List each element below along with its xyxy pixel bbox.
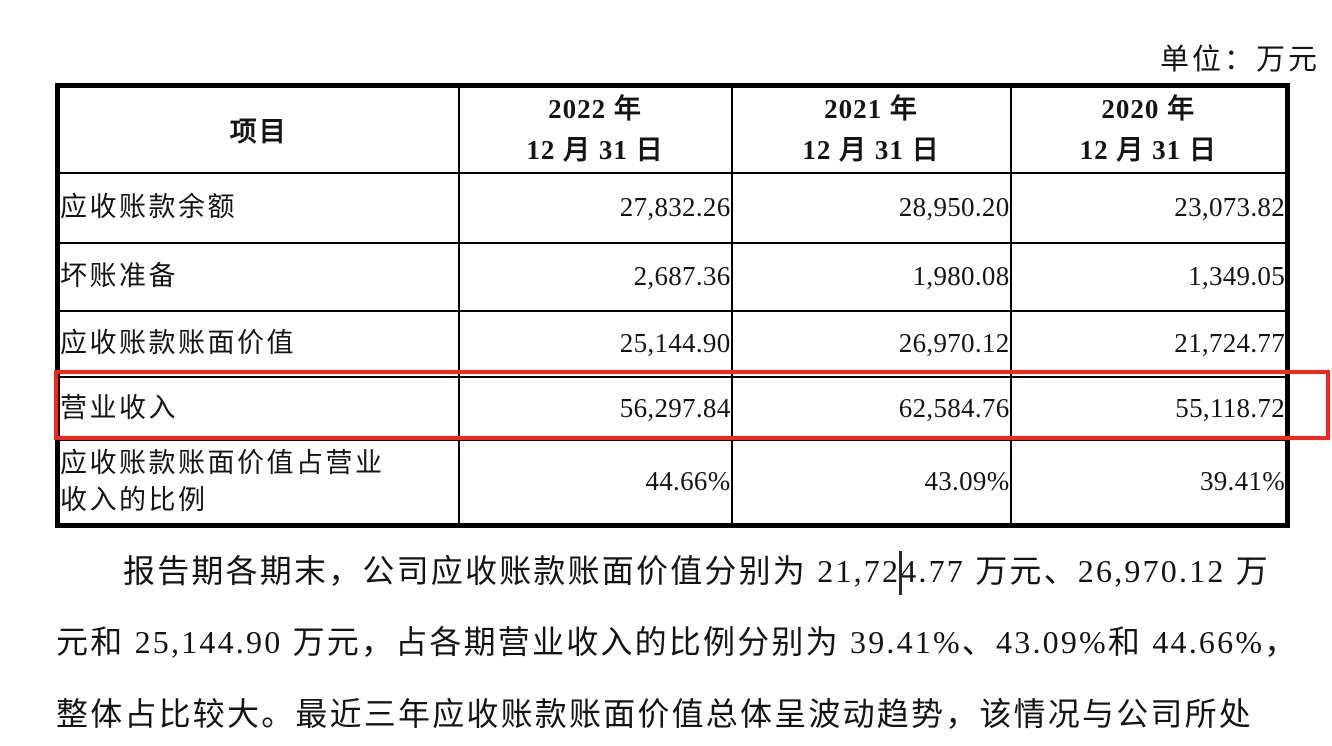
cell-value: 39.41% <box>1009 438 1289 527</box>
paragraph-line-1-post: 4.77 万元、26,970.12 万 <box>900 553 1271 589</box>
cell-value: 23,073.82 <box>1009 171 1289 244</box>
cell-value: 44.66% <box>457 438 733 527</box>
cell-value: 1,349.05 <box>1009 241 1289 312</box>
row-label: 坏账准备 <box>56 241 460 312</box>
column-header-2022: 2022 年 12 月 31 日 <box>457 84 733 174</box>
paragraph-line-2: 元和 25,144.90 万元，占各期营业收入的比例分别为 39.41%、43.… <box>56 624 1299 660</box>
row-label: 应收账款账面价值占营业收入的比例 <box>56 438 460 527</box>
table-row-receivable-book-value: 应收账款账面价值 25,144.90 26,970.12 21,724.77 <box>56 309 1289 378</box>
cell-value: 62,584.76 <box>730 375 1012 441</box>
cell-value: 55,118.72 <box>1009 375 1289 441</box>
column-header-date: 12 月 31 日 <box>802 134 940 165</box>
table-row-ratio-to-revenue: 应收账款账面价值占营业收入的比例 44.66% 43.09% 39.41% <box>56 438 1289 527</box>
cell-value: 2,687.36 <box>457 241 733 312</box>
column-header-2021: 2021 年 12 月 31 日 <box>730 84 1012 174</box>
paragraph-line-1-pre: 报告期各期末，公司应收账款账面价值分别为 21,72 <box>123 553 901 589</box>
cell-value: 21,724.77 <box>1009 309 1289 378</box>
paragraph-line-3: 整体占比较大。最近三年应收账款账面价值总体呈波动趋势，该情况与公司所处 <box>56 696 1254 732</box>
column-header-year: 2020 年 <box>1101 94 1196 125</box>
column-header-date: 12 月 31 日 <box>526 134 664 165</box>
item-column-header: 项目 <box>56 84 460 174</box>
table-row-operating-revenue: 营业收入 56,297.84 62,584.76 55,118.72 <box>56 375 1289 441</box>
table-header-row: 项目 2022 年 12 月 31 日 2021 年 12 月 31 日 202… <box>56 84 1289 174</box>
cell-value: 56,297.84 <box>457 375 733 441</box>
cell-value: 25,144.90 <box>457 309 733 378</box>
row-label: 应收账款账面价值 <box>56 309 460 378</box>
row-label: 应收账款余额 <box>56 171 460 244</box>
row-label-text: 应收账款账面价值占营业收入的比例 <box>60 448 385 515</box>
text-cursor <box>899 550 903 595</box>
receivables-table: 项目 2022 年 12 月 31 日 2021 年 12 月 31 日 202… <box>55 83 1290 528</box>
column-header-2020: 2020 年 12 月 31 日 <box>1009 84 1289 174</box>
column-header-date: 12 月 31 日 <box>1079 134 1217 165</box>
cell-value: 26,970.12 <box>730 309 1012 378</box>
cell-value: 43.09% <box>730 438 1012 527</box>
unit-label: 单位：万元 <box>1159 44 1320 76</box>
cell-value: 28,950.20 <box>730 171 1012 244</box>
table-row-bad-debt-provision: 坏账准备 2,687.36 1,980.08 1,349.05 <box>56 241 1289 312</box>
cell-value: 1,980.08 <box>730 241 1012 312</box>
column-header-year: 2022 年 <box>548 94 642 125</box>
paragraph-line-1: 报告期各期末，公司应收账款账面价值分别为 21,724.77 万元、26,970… <box>123 546 1270 597</box>
column-header-year: 2021 年 <box>824 94 918 125</box>
cell-value: 27,832.26 <box>457 171 733 244</box>
table-row-receivable-balance: 应收账款余额 27,832.26 28,950.20 23,073.82 <box>56 171 1289 244</box>
row-label: 营业收入 <box>56 375 460 441</box>
